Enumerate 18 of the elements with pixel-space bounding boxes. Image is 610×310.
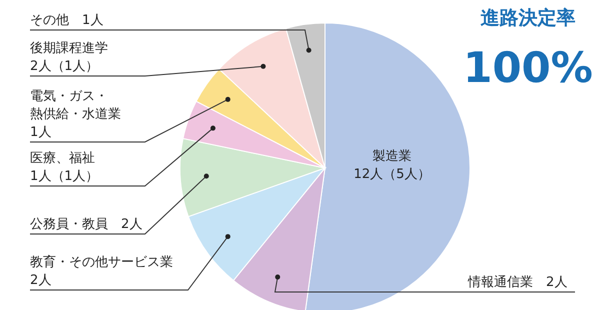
data-label: 2人 bbox=[30, 273, 52, 288]
slice-label: 製造業 bbox=[372, 149, 412, 164]
data-label: 1人（1人） bbox=[30, 169, 99, 184]
data-label: 1人 bbox=[82, 13, 104, 28]
data-label: 12人（5人） bbox=[354, 167, 430, 182]
slice-label: 電気・ガス・熱供給・水道業 bbox=[30, 89, 121, 122]
chart-title: 進路決定率 bbox=[480, 7, 576, 29]
data-label: 1人 bbox=[30, 125, 52, 140]
data-label: 2人（1人） bbox=[30, 59, 99, 74]
data-label: 2人 bbox=[546, 275, 568, 290]
data-label: 2人 bbox=[121, 217, 142, 232]
slice-label: その他 bbox=[30, 13, 69, 28]
slice-label: 後期課程進学 bbox=[30, 41, 108, 56]
text: 100% bbox=[463, 43, 593, 92]
slice-label: 教育・その他サービス業 bbox=[30, 254, 173, 270]
slice-label: 公務員・教員 bbox=[30, 217, 108, 232]
slice-label: 医療、福祉 bbox=[30, 151, 95, 166]
slice-label: 情報通信業 bbox=[467, 275, 533, 290]
